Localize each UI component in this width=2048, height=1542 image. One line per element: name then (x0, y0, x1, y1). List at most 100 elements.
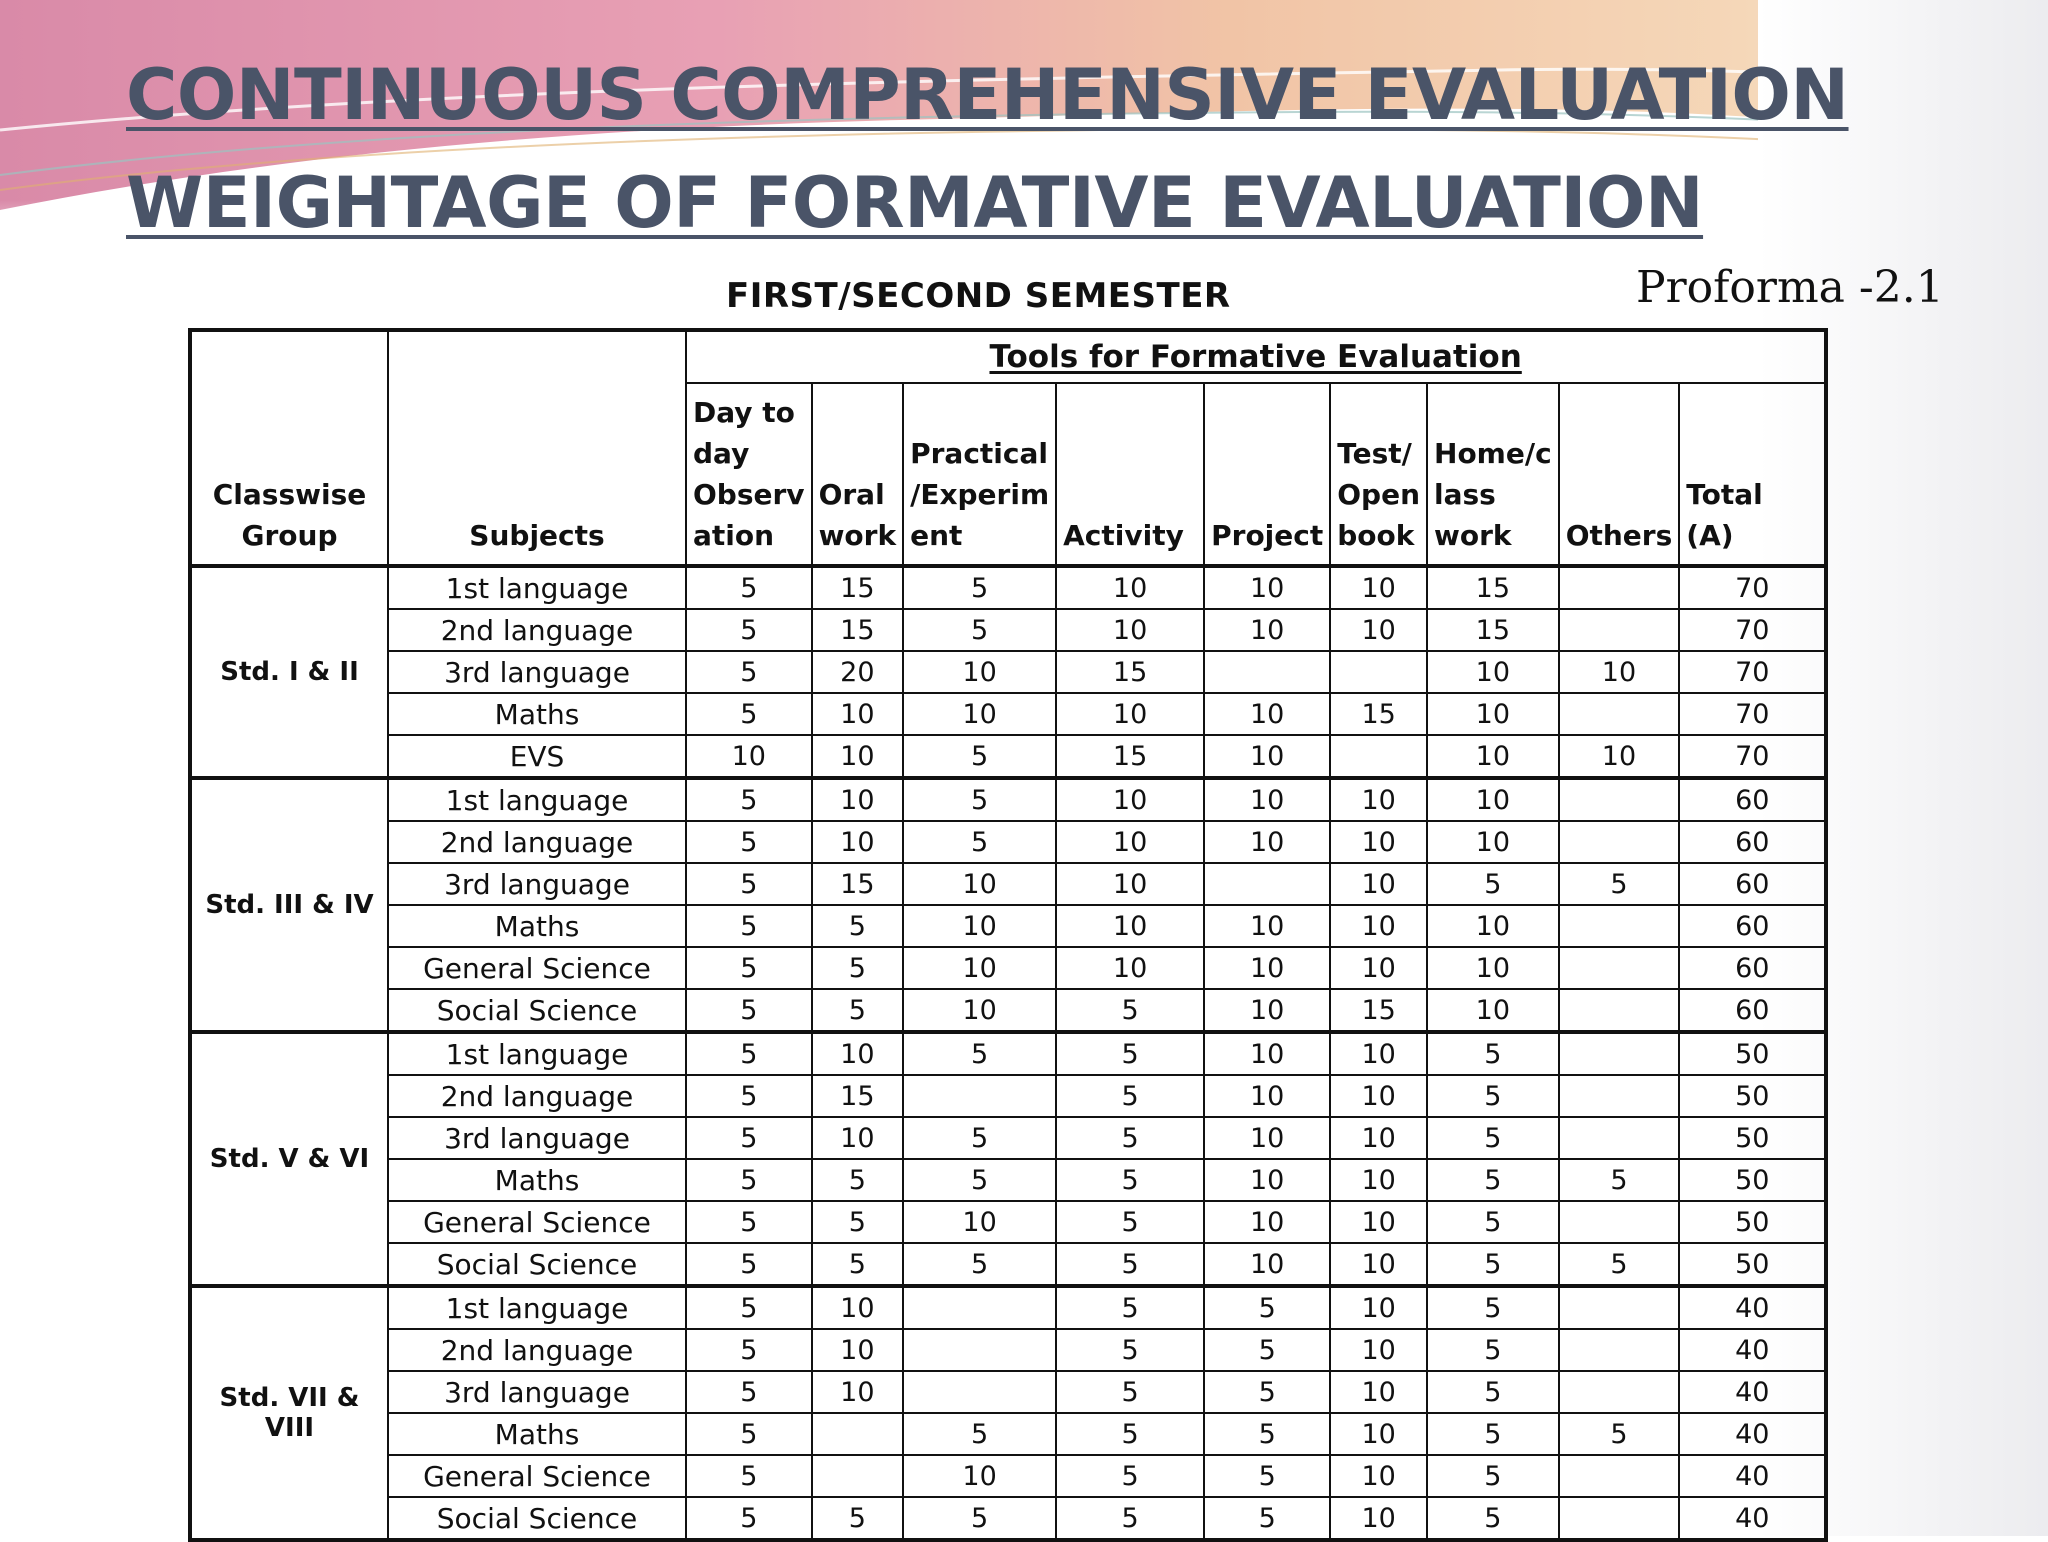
weightage-cell: 10 (1203, 1030, 1332, 1076)
subject-cell: Social Science (387, 988, 687, 1033)
total-cell: 50 (1678, 1242, 1828, 1287)
subjects-column-header: Subjects (387, 329, 687, 567)
weightage-cell: 10 (902, 1200, 1058, 1244)
weightage-cell: 10 (1426, 776, 1560, 822)
total-cell: 60 (1678, 988, 1828, 1033)
column-header: Activity (1055, 382, 1206, 567)
weightage-cell: 5 (1055, 1370, 1206, 1414)
weightage-cell: 5 (685, 1242, 813, 1287)
weightage-cell: 10 (902, 650, 1058, 694)
weightage-cell (1557, 1370, 1681, 1414)
weightage-cell (1557, 564, 1681, 610)
slide-title-line-2: WEIGHTAGE OF FORMATIVE EVALUATION (126, 162, 1704, 244)
total-cell: 70 (1678, 692, 1828, 736)
weightage-cell: 10 (1203, 988, 1332, 1033)
weightage-cell: 10 (1329, 1158, 1429, 1202)
weightage-cell: 10 (1203, 1242, 1332, 1287)
weightage-cell: 5 (902, 1030, 1058, 1076)
table-row: General Science 5 5 10 5 10 10 5 50 (190, 1200, 1828, 1244)
total-cell: 70 (1678, 734, 1828, 779)
subject-cell: 2nd language (387, 1328, 687, 1372)
weightage-cell (1557, 1030, 1681, 1076)
weightage-cell (902, 1284, 1058, 1330)
weightage-cell (1557, 608, 1681, 652)
weightage-cell: 10 (1329, 820, 1429, 864)
weightage-cell: 5 (1426, 1242, 1560, 1287)
table-row: 3rd language 5 10 5 5 10 10 5 50 (190, 1116, 1828, 1160)
weightage-cell: 10 (1203, 564, 1332, 610)
weightage-cell: 5 (902, 1496, 1058, 1541)
weightage-cell: 10 (1203, 1074, 1332, 1118)
weightage-cell: 5 (685, 1284, 813, 1330)
weightage-cell: 10 (902, 862, 1058, 906)
total-cell: 70 (1678, 650, 1828, 694)
weightage-cell: 5 (685, 1200, 813, 1244)
weightage-cell: 5 (1426, 1454, 1560, 1498)
total-cell: 50 (1678, 1116, 1828, 1160)
weightage-cell: 10 (1329, 1284, 1429, 1330)
weightage-cell: 10 (1203, 692, 1332, 736)
weightage-cell: 5 (685, 1074, 813, 1118)
class-group-cell: Std. I & II (189, 564, 389, 779)
weightage-cell: 5 (1055, 1030, 1206, 1076)
column-header: Oral work (810, 382, 905, 567)
weightage-cell: 5 (1055, 1116, 1206, 1160)
weightage-cell: 10 (1203, 1200, 1332, 1244)
decorative-banner (0, 0, 2048, 260)
weightage-cell: 5 (902, 608, 1058, 652)
weightage-cell: 10 (810, 1030, 905, 1076)
subject-cell: General Science (387, 946, 687, 990)
weightage-cell: 10 (1426, 692, 1560, 736)
weightage-cell: 5 (1055, 1284, 1206, 1330)
weightage-cell (1557, 1284, 1681, 1330)
weightage-table-container: Classwise Group Subjects Tools for Forma… (188, 328, 1829, 1542)
weightage-cell: 5 (1426, 1284, 1560, 1330)
weightage-cell: 10 (902, 692, 1058, 736)
subject-cell: 2nd language (387, 608, 687, 652)
weightage-cell: 10 (1329, 1370, 1429, 1414)
subject-cell: 3rd language (387, 650, 687, 694)
weightage-cell: 10 (810, 692, 905, 736)
weightage-cell: 10 (1329, 1412, 1429, 1456)
weightage-cell: 10 (1329, 1116, 1429, 1160)
weightage-cell: 10 (1329, 1454, 1429, 1498)
weightage-cell (1203, 862, 1332, 906)
weightage-cell: 10 (810, 1370, 905, 1414)
weightage-cell: 10 (1055, 820, 1206, 864)
weightage-cell: 5 (685, 904, 813, 948)
weightage-cell: 5 (902, 1242, 1058, 1287)
weightage-cell (1329, 734, 1429, 779)
weightage-cell: 10 (1426, 946, 1560, 990)
subject-cell: General Science (387, 1200, 687, 1244)
weightage-cell: 5 (1557, 1242, 1681, 1287)
weightage-cell: 5 (1055, 1454, 1206, 1498)
weightage-cell: 15 (1426, 564, 1560, 610)
weightage-cell: 5 (1426, 1412, 1560, 1456)
slide-title-line-1: CONTINUOUS COMPREHENSIVE EVALUATION (126, 54, 1849, 136)
weightage-cell (1557, 1116, 1681, 1160)
total-cell: 50 (1678, 1200, 1828, 1244)
weightage-cell: 5 (1426, 1030, 1560, 1076)
subject-cell: 3rd language (387, 862, 687, 906)
weightage-cell: 10 (1055, 904, 1206, 948)
weightage-cell (810, 1454, 905, 1498)
table-row: 2nd language 5 15 5 10 10 10 15 70 (190, 608, 1828, 652)
column-header: Test/ Open book (1329, 382, 1429, 567)
weightage-cell: 5 (685, 1412, 813, 1456)
weightage-cell (1557, 776, 1681, 822)
weightage-cell: 5 (902, 776, 1058, 822)
weightage-cell: 10 (1055, 692, 1206, 736)
weightage-cell: 5 (685, 1328, 813, 1372)
weightage-cell: 5 (1055, 1158, 1206, 1202)
total-cell: 60 (1678, 904, 1828, 948)
weightage-cell: 10 (1329, 1200, 1429, 1244)
weightage-cell: 5 (1055, 1412, 1206, 1456)
weightage-cell: 10 (1557, 650, 1681, 694)
weightage-cell: 5 (685, 1496, 813, 1541)
subject-cell: 3rd language (387, 1116, 687, 1160)
weightage-cell: 5 (685, 1116, 813, 1160)
total-cell: 60 (1678, 862, 1828, 906)
weightage-cell: 5 (902, 1412, 1058, 1456)
weightage-cell (1557, 1074, 1681, 1118)
weightage-cell: 10 (1329, 564, 1429, 610)
